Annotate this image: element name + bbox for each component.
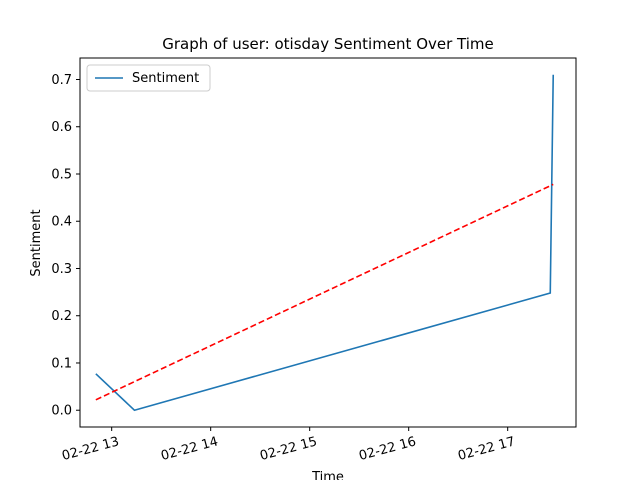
legend-box [86, 64, 211, 92]
legend-entry: Sentiment [132, 71, 199, 86]
legend: Sentiment [86, 64, 211, 92]
y-axis-label: Sentiment [29, 209, 44, 276]
series-line-trend-1 [95, 183, 554, 401]
chart-title: Graph of user: otisday Sentiment Over Ti… [162, 35, 494, 53]
y-tick-label: 0.0 [51, 404, 72, 419]
y-tick-label: 0.3 [51, 262, 72, 277]
y-tick-label: 0.1 [51, 356, 72, 371]
y-tick-label: 0.7 [51, 73, 72, 88]
axes-frame [79, 57, 577, 428]
y-tick-label: 0.6 [51, 120, 72, 135]
series-line-sentiment [95, 74, 555, 412]
plot-area: 0.00.10.20.30.40.50.60.702-22 13 02-22 14… [51, 57, 577, 464]
y-tick-label: 0.4 [51, 215, 72, 230]
y-tick-label: 0.5 [51, 167, 72, 182]
y-tick-label: 0.2 [51, 309, 72, 324]
x-axis-label: Time [311, 470, 344, 480]
